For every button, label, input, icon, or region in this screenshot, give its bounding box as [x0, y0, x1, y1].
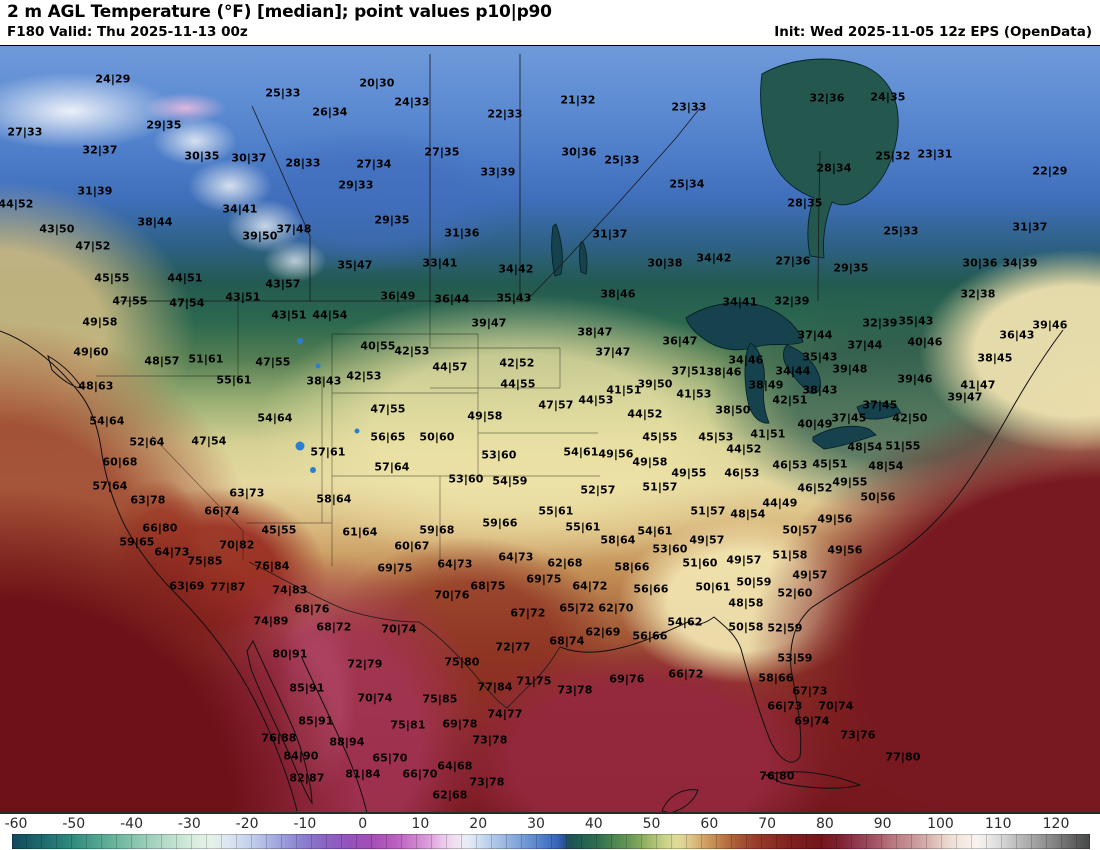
- colorbar-tick-label: 50: [642, 816, 661, 832]
- colorbar-tick-label: 20: [469, 816, 488, 832]
- colorbar-tick-label: 120: [1042, 816, 1070, 832]
- valid-time-label: F180 Valid: Thu 2025-11-13 00z: [7, 24, 248, 40]
- colorbar-tick-label: -10: [293, 816, 317, 832]
- coastline-paths: [0, 329, 1064, 812]
- colorbar-gradient: [12, 834, 1090, 849]
- map-borders-svg: [0, 54, 1064, 812]
- colorbar-segments: [12, 834, 1090, 849]
- map-title: 2 m AGL Temperature (°F) [median]; point…: [7, 2, 552, 22]
- colorbar-tick-label: 100: [927, 816, 954, 832]
- colorbar-tick-label: 40: [584, 816, 603, 832]
- init-time-label: Init: Wed 2025-11-05 12z EPS (OpenData): [774, 24, 1092, 40]
- hudson-bay-shape: [760, 58, 899, 259]
- header: 2 m AGL Temperature (°F) [median]; point…: [0, 0, 1100, 45]
- colorbar-tick-label: -20: [235, 816, 259, 832]
- map-canvas: 24|29 25|33 20|30 24|33 26|34 22|33 21|32 23|33…: [0, 45, 1100, 812]
- colorbar: -60 -50 -40 -30 -20 -10 0 10 20 30 40 50 60 70 80 90 100…: [0, 812, 1100, 850]
- state-border-paths: [96, 301, 600, 570]
- colorbar-tick-label: -40: [120, 816, 143, 832]
- colorbar-tick-label: 0: [358, 816, 368, 832]
- colorbar-tick-label: 80: [815, 816, 834, 832]
- colorbar-tick-label: 110: [984, 816, 1012, 832]
- colorbar-tick-label: 30: [527, 816, 545, 832]
- colorbar-tick-label: -50: [62, 816, 86, 832]
- colorbar-tick-label: 90: [873, 816, 892, 832]
- small-lakes: [295, 338, 360, 473]
- colorbar-tick-label: -30: [177, 816, 201, 832]
- great-lakes-shapes: [551, 223, 902, 450]
- national-border-paths: [120, 54, 821, 709]
- colorbar-tick-label: 70: [758, 816, 777, 832]
- colorbar-tick-label: 10: [411, 816, 430, 832]
- colorbar-tick-label: 60: [700, 816, 719, 832]
- colorbar-tick-label: -60: [4, 816, 28, 832]
